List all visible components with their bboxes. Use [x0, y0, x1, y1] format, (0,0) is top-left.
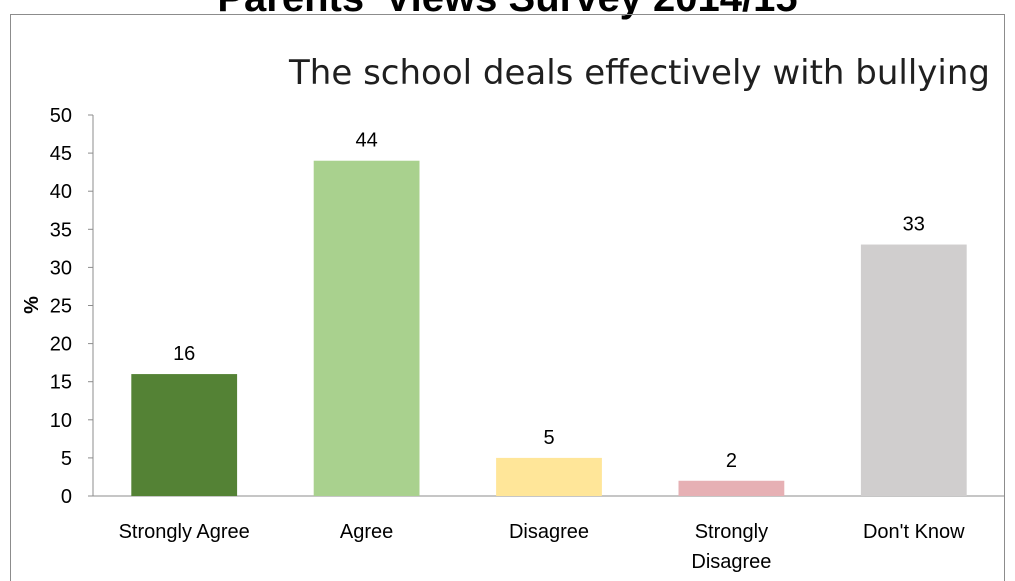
data-label: 16 — [173, 343, 195, 365]
category-label: Strongly Disagree — [691, 521, 771, 573]
bar — [678, 480, 785, 496]
bar — [313, 160, 420, 496]
y-tick-label: 10 — [50, 410, 72, 432]
data-label: 2 — [726, 450, 737, 472]
y-tick-label: 50 — [50, 105, 72, 127]
y-tick-label: 30 — [50, 257, 72, 279]
data-label: 44 — [355, 130, 377, 152]
bars — [131, 160, 967, 496]
y-tick-label: 35 — [50, 219, 72, 241]
bar — [860, 244, 967, 496]
y-axis-label: % — [21, 296, 43, 314]
y-tick-label: 45 — [50, 143, 72, 165]
data-labels: 16 44 5 2 33 — [173, 130, 925, 472]
y-tick-label: 5 — [61, 448, 72, 470]
data-label: 5 — [543, 427, 554, 449]
y-tick-label: 0 — [61, 486, 72, 508]
category-label: Strongly Agree — [119, 521, 250, 543]
category-label: Disagree — [509, 521, 589, 543]
category-label: Don't Know — [863, 521, 965, 543]
chart-title: The school deals effectively with bullyi… — [288, 53, 990, 93]
y-tick-label: 40 — [50, 181, 72, 203]
data-label: 33 — [903, 214, 925, 236]
y-tick-label: 20 — [50, 334, 72, 356]
chart-frame — [10, 14, 1005, 581]
y-tick-label: 15 — [50, 372, 72, 394]
category-label: Agree — [340, 521, 393, 543]
bar — [496, 457, 602, 496]
page-title: Parents' Views Survey 2014/15 — [0, 0, 1015, 21]
bar — [131, 374, 238, 496]
y-tick-label: 25 — [50, 296, 72, 318]
category-labels: Strongly Agree Agree Disagree Strongly Disag… — [119, 521, 966, 573]
